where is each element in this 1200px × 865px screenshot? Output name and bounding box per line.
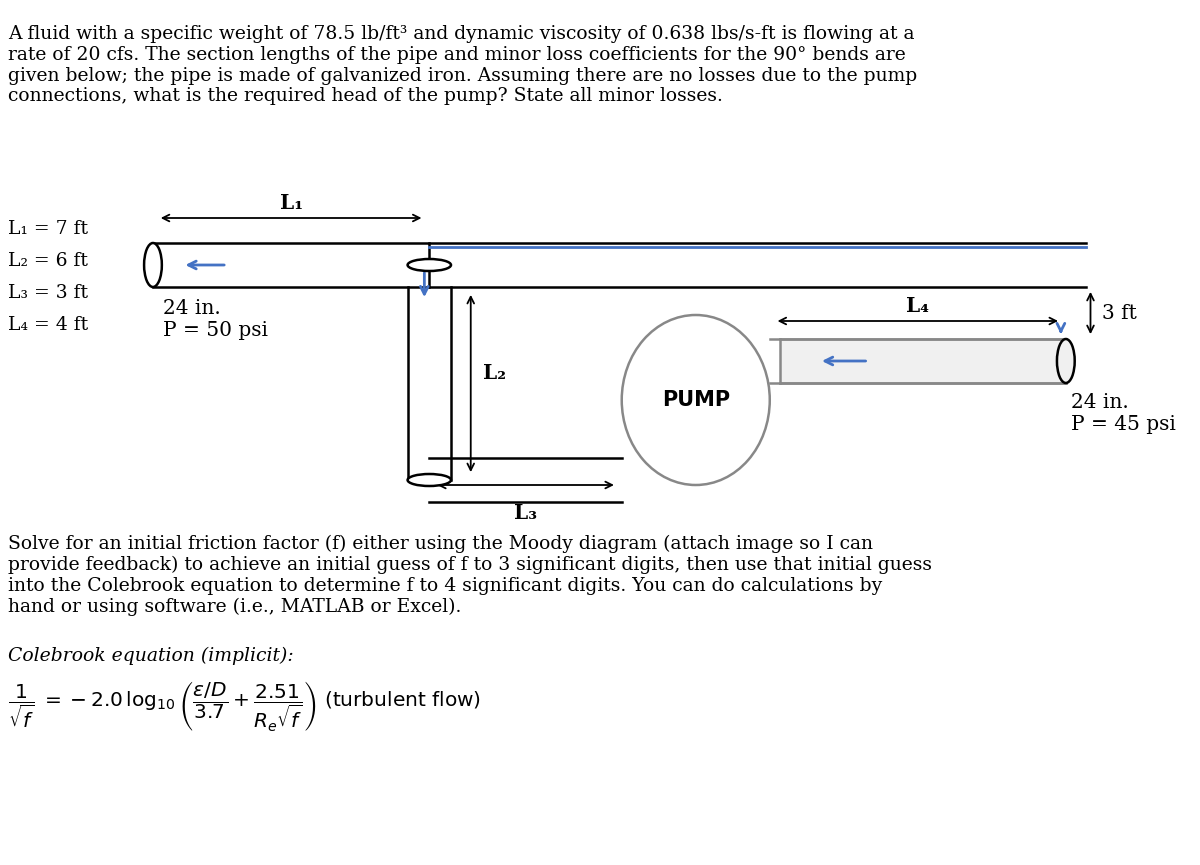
Text: Colebrook equation (implicit):: Colebrook equation (implicit): xyxy=(8,647,294,665)
Text: L₁ = 7 ft: L₁ = 7 ft xyxy=(8,220,88,238)
Text: L₁: L₁ xyxy=(280,193,302,213)
Text: $\dfrac{1}{\sqrt{f}}$ $= -2.0\,\log_{10}$$\left(\dfrac{\varepsilon/D}{3.7} + \df: $\dfrac{1}{\sqrt{f}}$ $= -2.0\,\log_{10}… xyxy=(8,679,481,733)
Text: 24 in.
P = 50 psi: 24 in. P = 50 psi xyxy=(163,299,268,340)
Text: 3 ft: 3 ft xyxy=(1103,304,1138,323)
Bar xyxy=(152,243,430,287)
Text: 24 in.
P = 45 psi: 24 in. P = 45 psi xyxy=(1070,393,1176,434)
Ellipse shape xyxy=(1057,339,1075,383)
Ellipse shape xyxy=(622,315,769,485)
Text: L₄: L₄ xyxy=(906,296,929,316)
Bar xyxy=(430,243,1086,287)
Ellipse shape xyxy=(144,243,162,287)
Text: L₂ = 6 ft: L₂ = 6 ft xyxy=(8,252,88,270)
Text: L₃ = 3 ft: L₃ = 3 ft xyxy=(8,284,88,302)
Text: PUMP: PUMP xyxy=(661,390,730,410)
Bar xyxy=(780,339,1066,383)
Text: Solve for an initial friction factor (f) either using the Moody diagram (attach : Solve for an initial friction factor (f)… xyxy=(8,535,932,616)
Text: L₂: L₂ xyxy=(482,362,505,382)
Text: L₄ = 4 ft: L₄ = 4 ft xyxy=(8,316,88,334)
Ellipse shape xyxy=(408,259,451,271)
Text: L₃: L₃ xyxy=(514,503,538,523)
Text: A fluid with a specific weight of 78.5 lb/ft³ and dynamic viscosity of 0.638 lbs: A fluid with a specific weight of 78.5 l… xyxy=(8,25,917,106)
Ellipse shape xyxy=(408,474,451,486)
